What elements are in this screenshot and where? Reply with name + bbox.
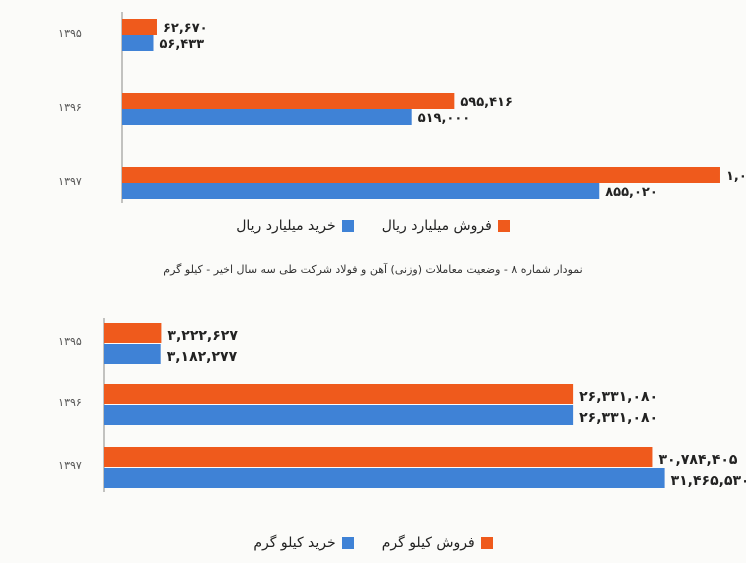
legend-swatch-purchase bbox=[341, 220, 354, 232]
category-label: ۱۳۹۷ bbox=[58, 175, 82, 188]
data-label: ۵۹۵,۴۱۶ bbox=[460, 95, 513, 110]
legend-swatch-purchase bbox=[341, 537, 354, 549]
category-label: ۱۳۹۶ bbox=[58, 396, 82, 409]
bar-sales bbox=[104, 323, 162, 343]
bar-sales bbox=[104, 384, 574, 404]
data-label: ۳,۱۸۲,۲۷۷ bbox=[167, 349, 238, 365]
bar-purchase bbox=[122, 183, 600, 199]
legend-item-purchase: خرید میلیارد ریال bbox=[236, 218, 354, 234]
data-label: ۲۶,۳۳۱,۰۸۰ bbox=[579, 410, 658, 426]
legend-label-sales: فروش کیلو گرم bbox=[381, 535, 475, 551]
category-label: ۱۳۹۵ bbox=[58, 335, 82, 348]
data-label: ۳۰,۷۸۴,۴۰۵ bbox=[658, 452, 737, 468]
bar-purchase bbox=[122, 35, 154, 51]
data-label: ۵۶,۴۳۳ bbox=[159, 37, 204, 52]
category-label: ۱۳۹۷ bbox=[58, 459, 82, 472]
data-label: ۵۱۹,۰۰۰ bbox=[418, 111, 471, 126]
legend-swatch-sales bbox=[497, 220, 510, 232]
chart-caption: نمودار شماره ۸ - وضعیت معاملات (وزنی) آه… bbox=[163, 263, 583, 276]
legend-label-purchase: خرید میلیارد ریال bbox=[236, 218, 336, 234]
legend-item-sales: فروش میلیارد ریال bbox=[382, 218, 510, 234]
bar-purchase bbox=[104, 405, 574, 425]
data-label: ۳,۲۲۲,۶۲۷ bbox=[167, 328, 238, 344]
legend-swatch-sales bbox=[480, 537, 493, 549]
legend-label-purchase: خرید کیلو گرم bbox=[253, 535, 336, 551]
legend-label-sales: فروش میلیارد ریال bbox=[381, 218, 492, 234]
bar-purchase bbox=[104, 344, 161, 364]
chart-2-legend: فروش کیلو گرم خرید کیلو گرم bbox=[0, 535, 746, 551]
chart-1-legend: فروش میلیارد ریال خرید میلیارد ریال bbox=[0, 218, 746, 234]
category-label: ۱۳۹۵ bbox=[58, 27, 82, 40]
data-label: ۳۱,۴۶۵,۵۳۰ bbox=[671, 473, 746, 489]
legend-item-purchase: خرید کیلو گرم bbox=[253, 535, 354, 551]
bar-sales bbox=[122, 93, 455, 109]
data-label: ۲۶,۳۳۱,۰۸۰ bbox=[579, 389, 658, 405]
category-label: ۱۳۹۶ bbox=[58, 101, 82, 114]
data-label: ۱,۰۷۱,۲۹۷ bbox=[726, 169, 746, 184]
legend-item-sales: فروش کیلو گرم bbox=[382, 535, 493, 551]
data-label: ۶۲,۶۷۰ bbox=[163, 21, 208, 36]
bar-sales bbox=[122, 19, 157, 35]
data-label: ۸۵۵,۰۲۰ bbox=[605, 185, 658, 200]
bar-purchase bbox=[122, 109, 412, 125]
bar-sales bbox=[104, 447, 653, 467]
bar-purchase bbox=[104, 468, 665, 488]
bar-sales bbox=[122, 167, 720, 183]
